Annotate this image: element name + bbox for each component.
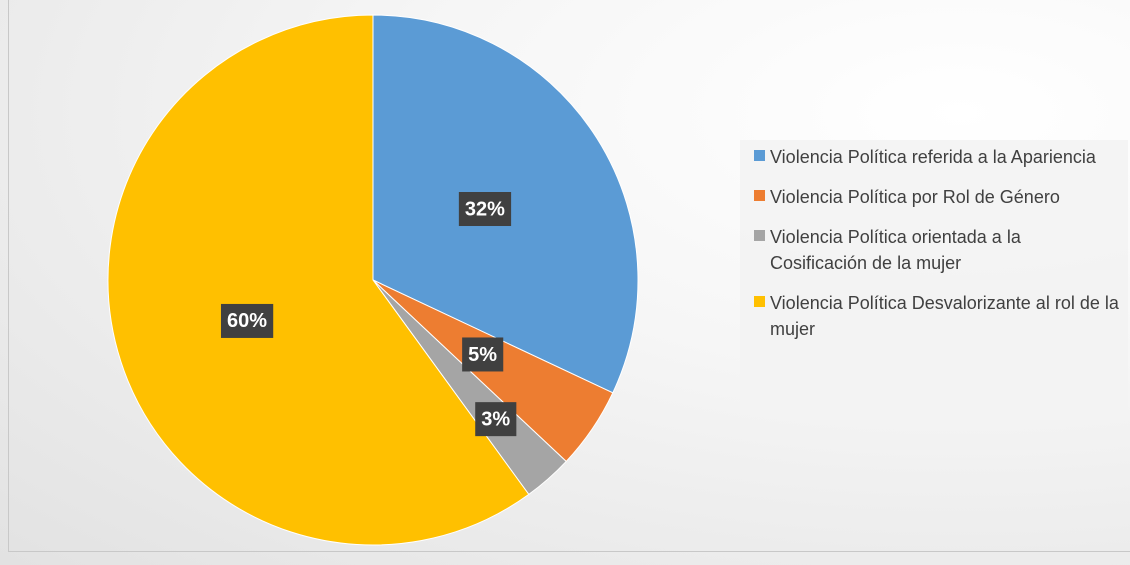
- legend-item: Violencia Política Desvalorizante al rol…: [754, 290, 1120, 342]
- data-label-box: [462, 337, 504, 372]
- data-label: 5%: [462, 337, 504, 372]
- legend-swatch: [754, 296, 765, 307]
- data-label-text: 5%: [468, 344, 497, 366]
- data-label-box: [458, 192, 512, 227]
- data-label: 60%: [220, 303, 274, 338]
- legend-swatch: [754, 150, 765, 161]
- legend-item: Violencia Política orientada a la Cosifi…: [754, 224, 1120, 276]
- legend-item: Violencia Política referida a la Aparien…: [754, 144, 1120, 170]
- legend-swatch: [754, 190, 765, 201]
- data-label-box: [475, 402, 517, 437]
- data-label: 32%: [458, 192, 512, 227]
- data-label-box: [220, 303, 274, 338]
- data-label-text: 3%: [481, 408, 510, 430]
- legend-label: Violencia Política referida a la Aparien…: [770, 147, 1096, 167]
- legend: Violencia Política referida a la Aparien…: [740, 140, 1128, 428]
- pie-slice: [107, 14, 530, 546]
- chart-border: [8, 0, 1130, 552]
- legend-label: Violencia Política por Rol de Género: [770, 187, 1060, 207]
- legend-label: Violencia Política Desvalorizante al rol…: [770, 293, 1119, 339]
- data-label-text: 60%: [227, 310, 267, 332]
- data-label-text: 32%: [465, 198, 505, 220]
- legend-label: Violencia Política orientada a la Cosifi…: [770, 227, 1021, 273]
- legend-item: Violencia Política por Rol de Género: [754, 184, 1120, 210]
- legend-swatch: [754, 230, 765, 241]
- data-label: 3%: [475, 402, 517, 437]
